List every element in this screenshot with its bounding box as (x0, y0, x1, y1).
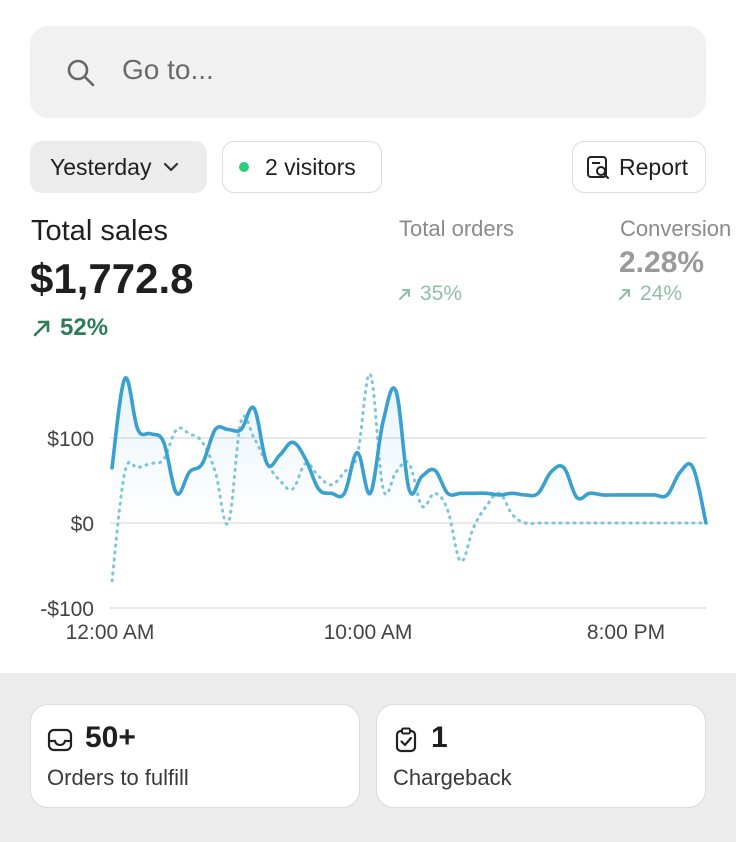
arrow-up-right-icon (619, 289, 630, 300)
y-tick-label: -$100 (40, 598, 94, 621)
conversion-change: 24% (618, 282, 682, 306)
bottom-panel: 50+ Orders to fulfill 1 Chargeback (0, 673, 736, 842)
total-sales-change: 52% (32, 314, 108, 342)
arrow-up-right-icon (33, 320, 50, 337)
search-bar[interactable]: Go to... (30, 26, 706, 118)
report-button[interactable]: Report (572, 141, 706, 193)
y-tick-label: $100 (47, 428, 94, 451)
conversion-value: 2.28% (619, 246, 705, 279)
sales-area-fill (112, 377, 706, 523)
orders-to-fulfill-card[interactable]: 50+ Orders to fulfill (30, 704, 360, 808)
chargeback-label: Chargeback (393, 765, 512, 790)
comparison-series-line (110, 372, 708, 583)
total-orders-label[interactable]: Total orders (399, 216, 514, 241)
search-icon (67, 59, 95, 87)
report-label: Report (619, 153, 689, 180)
conversion-change-value: 24% (640, 282, 683, 305)
x-tick-label: 12:00 AM (66, 621, 155, 644)
inbox-icon (47, 728, 73, 752)
x-tick-label: 8:00 PM (587, 621, 665, 644)
chargeback-card[interactable]: 1 Chargeback (376, 704, 706, 808)
x-tick-label: 10:00 AM (324, 621, 413, 644)
total-sales-value: $1,772.8 (30, 255, 194, 302)
sales-line-chart[interactable]: $100 $0 -$100 12:00 AM 10:00 AM 8:00 PM (0, 350, 736, 650)
visitors-label: 2 visitors (265, 153, 356, 180)
search-input[interactable]: Go to... (122, 54, 214, 85)
date-range-dropdown[interactable]: Yesterday (30, 141, 207, 193)
report-icon (587, 156, 609, 179)
sales-series-line (110, 376, 708, 525)
y-tick-label: $0 (71, 513, 94, 536)
conversion-label[interactable]: Conversion (620, 216, 732, 241)
total-orders-change: 35% (398, 282, 462, 306)
total-sales-change-value: 52% (60, 314, 109, 341)
live-visitors-button[interactable]: 2 visitors (222, 141, 382, 193)
orders-to-fulfill-count: 50+ (85, 721, 136, 754)
total-sales-label[interactable]: Total sales (31, 215, 169, 247)
total-orders-change-value: 35% (420, 282, 463, 305)
orders-to-fulfill-label: Orders to fulfill (47, 765, 189, 790)
live-status-dot (239, 162, 249, 172)
date-range-label: Yesterday (50, 153, 152, 180)
chargeback-count: 1 (431, 721, 448, 754)
chevron-down-icon (164, 162, 179, 172)
arrow-up-right-icon (399, 289, 410, 300)
clipboard-check-icon (395, 727, 417, 753)
